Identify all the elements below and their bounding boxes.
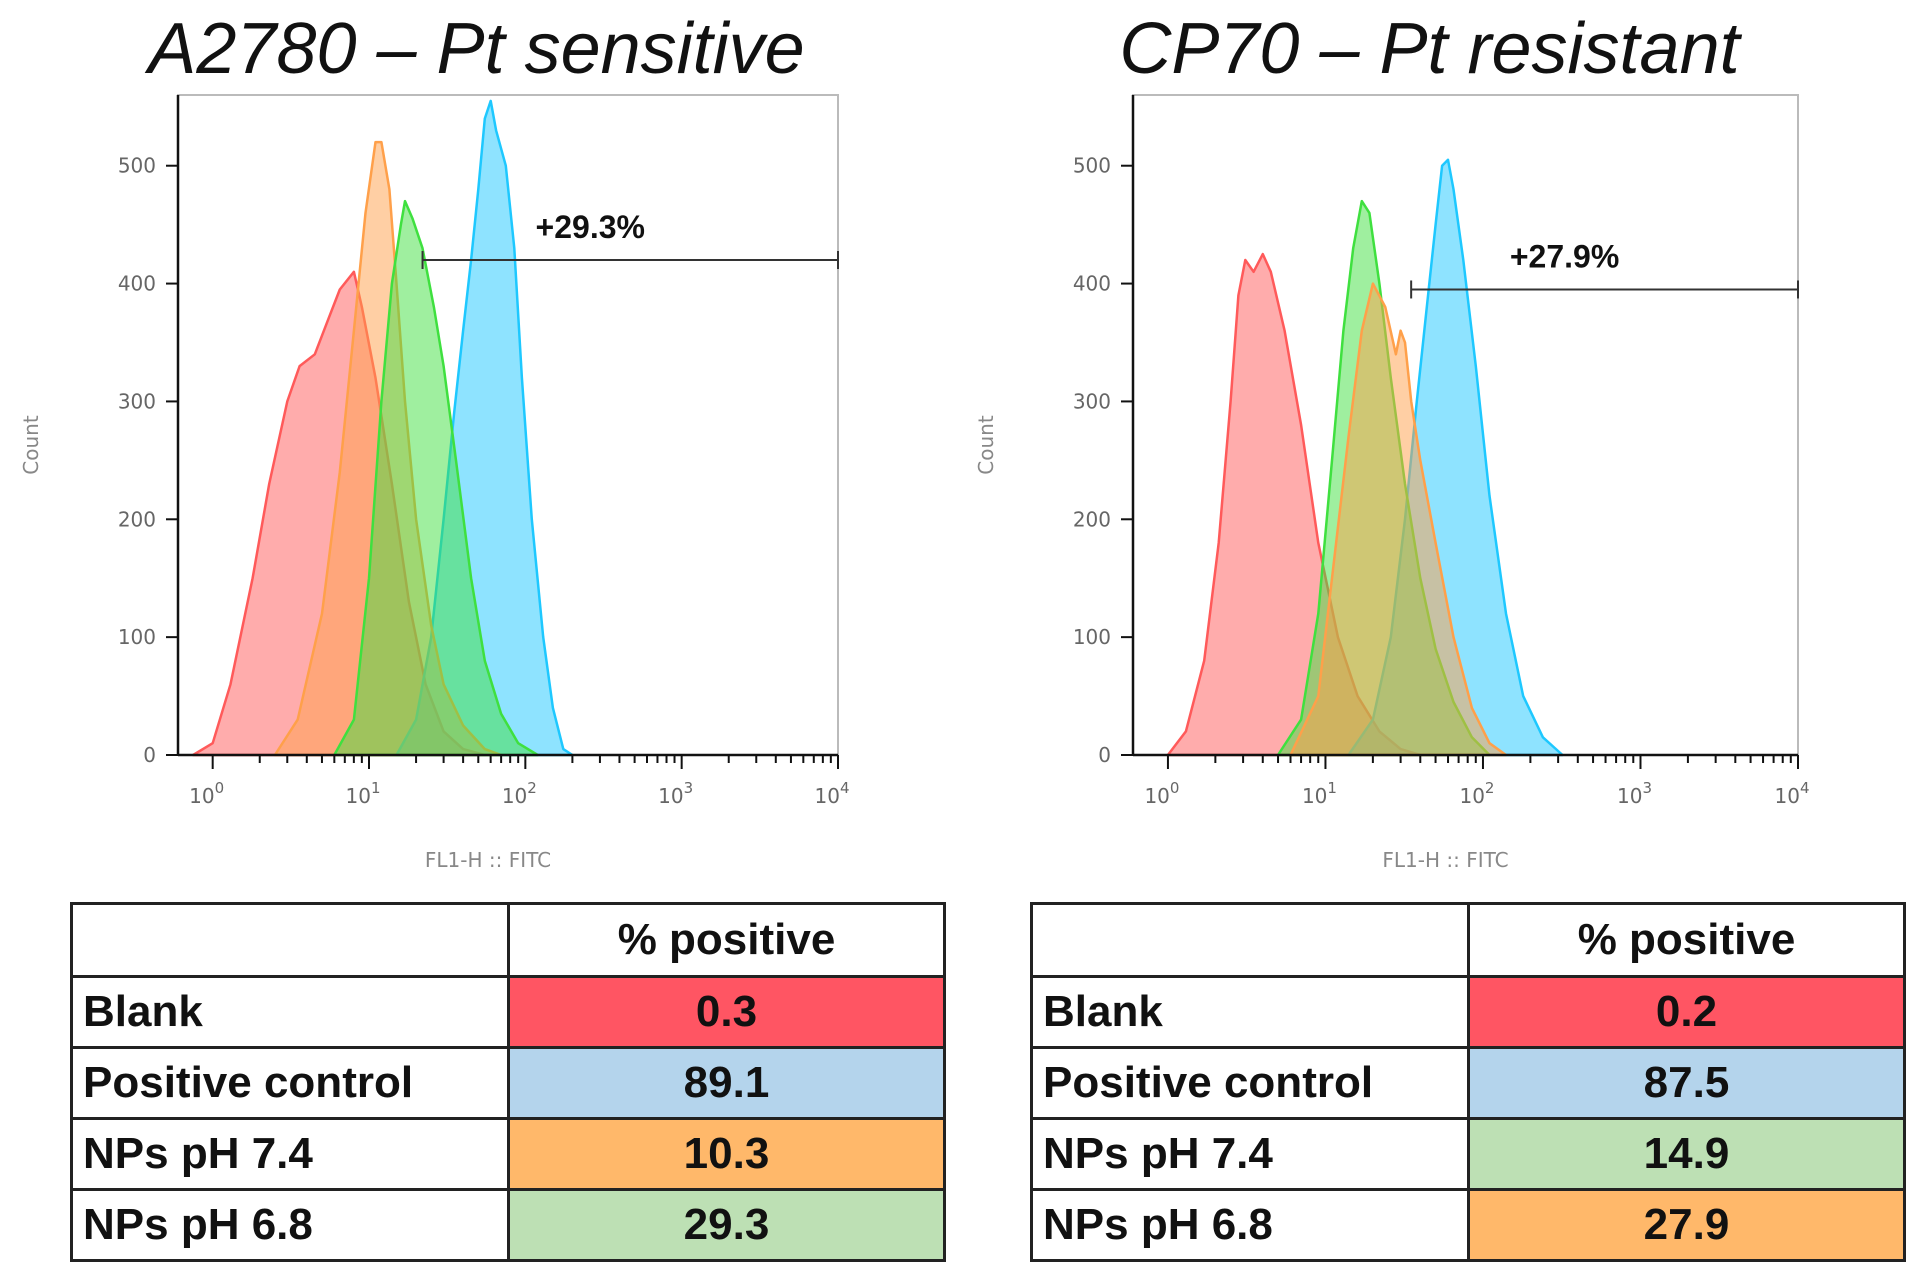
y-tick-label: 200 — [1073, 507, 1111, 531]
x-tick-label: 101 — [346, 779, 381, 808]
table-row: NPs pH 6.8 27.9 — [1030, 1188, 1906, 1262]
table-row: NPs pH 6.8 29.3 — [70, 1188, 946, 1262]
x-tick-label: 101 — [1302, 779, 1337, 808]
row-value: 14.9 — [1467, 1117, 1906, 1191]
x-tick-label: 103 — [1617, 779, 1652, 808]
percent-positive-table: % positive Blank 0.3 Positive control 89… — [70, 902, 946, 1262]
table-header-empty — [1030, 902, 1470, 978]
gate-label: +27.9% — [1510, 238, 1619, 274]
y-tick-label: 400 — [118, 272, 156, 296]
y-tick-label: 100 — [1073, 625, 1111, 649]
y-tick-label: 500 — [1073, 154, 1111, 178]
row-label: NPs pH 6.8 — [70, 1188, 510, 1262]
gate-label: +29.3% — [536, 209, 645, 245]
x-tick-label: 104 — [1775, 779, 1810, 808]
x-tick-label: 102 — [502, 779, 537, 808]
y-tick-label: 0 — [1098, 743, 1111, 767]
table-header-empty — [70, 902, 510, 978]
row-value: 89.1 — [507, 1046, 946, 1120]
row-value: 27.9 — [1467, 1188, 1906, 1262]
row-value: 87.5 — [1467, 1046, 1906, 1120]
table-row: NPs pH 7.4 14.9 — [1030, 1117, 1906, 1191]
row-value: 0.3 — [507, 975, 946, 1049]
table-header-row: % positive — [1030, 902, 1906, 978]
row-label: Positive control — [1030, 1046, 1470, 1120]
table-row: Positive control 89.1 — [70, 1046, 946, 1120]
percent-positive-table: % positive Blank 0.2 Positive control 87… — [1030, 902, 1906, 1262]
y-tick-label: 0 — [143, 743, 156, 767]
y-tick-label: 500 — [118, 154, 156, 178]
table-row: Positive control 87.5 — [1030, 1046, 1906, 1120]
row-value: 0.2 — [1467, 975, 1906, 1049]
y-tick-label: 300 — [118, 389, 156, 413]
table-row: Blank 0.2 — [1030, 975, 1906, 1049]
x-tick-label: 104 — [815, 779, 850, 808]
table-header-row: % positive — [70, 902, 946, 978]
chart-title: A2780 – Pt sensitive — [148, 9, 805, 89]
x-axis-label: FL1-H :: FITC — [425, 848, 551, 872]
row-label: NPs pH 6.8 — [1030, 1188, 1470, 1262]
panel-a2780: A2780 – Pt sensitive 100 101 102 103 104 0 100… — [19, 9, 946, 1262]
table-row: Blank 0.3 — [70, 975, 946, 1049]
row-value: 29.3 — [507, 1188, 946, 1262]
y-tick-label: 200 — [118, 507, 156, 531]
table-row: NPs pH 7.4 10.3 — [70, 1117, 946, 1191]
row-label: NPs pH 7.4 — [70, 1117, 510, 1191]
y-tick-label: 300 — [1073, 389, 1111, 413]
series-nps-ph-6-8 — [333, 199, 539, 757]
x-axis-label: FL1-H :: FITC — [1382, 848, 1508, 872]
y-axis-label: Count — [19, 415, 43, 475]
x-tick-label: 102 — [1459, 779, 1494, 808]
row-label: Blank — [1030, 975, 1470, 1049]
row-value: 10.3 — [507, 1117, 946, 1191]
table-header-cell: % positive — [1467, 902, 1906, 978]
x-tick-label: 100 — [189, 779, 224, 808]
y-axis-label: Count — [974, 415, 998, 475]
y-tick-label: 100 — [118, 625, 156, 649]
chart-title: CP70 – Pt resistant — [1119, 9, 1740, 89]
table-header-cell: % positive — [507, 902, 946, 978]
x-tick-label: 103 — [658, 779, 693, 808]
row-label: NPs pH 7.4 — [1030, 1117, 1470, 1191]
panel-cp70: CP70 – Pt resistant 100 101 102 103 104 0 100 2… — [953, 0, 1906, 1282]
series-nps-ph-6-8 — [1289, 282, 1508, 757]
y-tick-label: 400 — [1073, 272, 1111, 296]
row-label: Positive control — [70, 1046, 510, 1120]
row-label: Blank — [70, 975, 510, 1049]
x-tick-label: 100 — [1144, 779, 1179, 808]
